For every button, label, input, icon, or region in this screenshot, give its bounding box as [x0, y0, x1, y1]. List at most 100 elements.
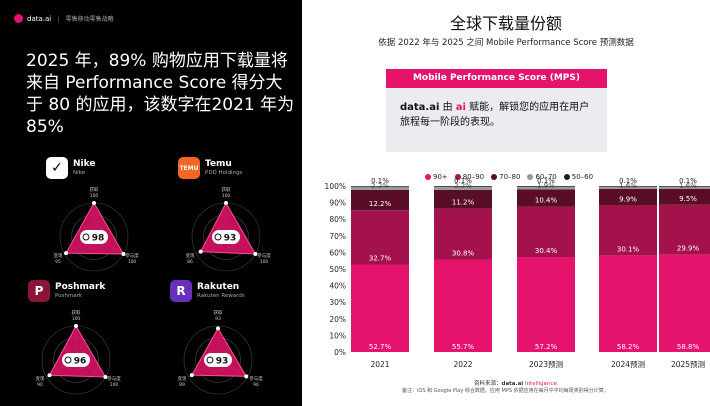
score-gauge-icon — [206, 356, 214, 364]
radar-vertex — [189, 373, 194, 378]
legend-label: 50–60 — [571, 173, 594, 181]
score-gauge-icon — [82, 233, 90, 241]
legend-item: 70–80 — [491, 173, 520, 181]
mps-brand: data.ai — [400, 102, 440, 113]
radar-shape — [65, 201, 125, 255]
poshmark-p-icon: P — [28, 280, 50, 302]
axis-label-monetization: 变现 — [186, 252, 195, 259]
legend-label: 90+ — [433, 173, 448, 181]
data-ai-logo-icon — [14, 14, 23, 23]
brand-divider: | — [57, 14, 60, 23]
brand: data.ai | 零售移动零售战略 — [14, 14, 114, 23]
data-label-90plus: 58.8% — [677, 343, 700, 351]
app-card-nike: ✓ Nike Nike 98 获取 100 变现 95 参与度 100 — [46, 157, 176, 282]
app-card-rakuten: R Rakuten Rakuten Rewards 93 获取 93 变现 89 参与度 96 — [170, 280, 300, 405]
axis-value-engagement: 100 — [128, 259, 137, 265]
chart-title: 全球下载量份额 — [449, 14, 562, 33]
axis-label-engagement: 参与度 — [249, 375, 263, 382]
app-publisher: Rakuten Rewards — [197, 293, 245, 299]
x-category-label: 2023预测 — [529, 359, 563, 369]
source-prefix: 资料来源： — [474, 381, 502, 387]
axis-value-engagement: 96 — [253, 382, 259, 388]
y-tick-label: 80% — [329, 215, 346, 224]
bar-segment — [434, 186, 492, 190]
mps-description: data.ai 由 ai 赋能，解锁您的应用在用户旅程每一阶段的表现。 — [400, 100, 596, 130]
mps-description-box: data.ai 由 ai 赋能，解锁您的应用在用户旅程每一阶段的表现。 — [386, 88, 607, 152]
bar-segment — [517, 186, 575, 190]
legend-item: 80–90 — [454, 173, 485, 181]
score-badge — [62, 353, 90, 367]
radar-vertex — [216, 326, 220, 331]
y-tick-label: 30% — [329, 298, 346, 307]
bar-segment — [434, 259, 492, 352]
source-brand: data.ai — [501, 381, 524, 387]
legend-swatch — [425, 174, 431, 180]
bar-segment — [659, 186, 710, 189]
legend-swatch — [454, 174, 461, 180]
headline: 2025 年，89% 购物应用下载量将来自 Performance Score … — [26, 51, 295, 137]
nike-swoosh-icon: ✓ — [46, 157, 68, 179]
bar-segment — [351, 186, 409, 187]
data-label-50-60: 0.1% — [537, 177, 555, 185]
y-tick-label: 90% — [329, 199, 346, 208]
bar-segment — [351, 210, 409, 265]
axis-value-monetization: 95 — [55, 259, 61, 265]
bar-segment — [599, 186, 657, 189]
y-tick-label: 100% — [325, 182, 346, 191]
source-intel: Intelligence — [523, 381, 557, 387]
radar-vertex — [103, 375, 108, 379]
y-tick-label: 60% — [329, 248, 346, 257]
radar-vertex — [64, 251, 69, 256]
data-label-80-90: 30.1% — [617, 245, 640, 253]
radar-vertex — [224, 201, 228, 205]
data-label-80-90: 29.9% — [677, 244, 700, 252]
axis-label-engagement: 参与度 — [257, 252, 271, 259]
score-value: 96 — [74, 357, 87, 367]
legend-swatch — [527, 174, 534, 180]
bar-segment — [434, 186, 492, 187]
footnote: 备注：iOS 和 Google Play 综合数据。应用 MPS 依据应用在每月… — [402, 388, 609, 394]
radar-vertex — [253, 252, 258, 256]
data-label-50-60: 0.1% — [619, 177, 637, 185]
stacked-bar-chart: 0% 10% 20% 30% 40% 50% 60% 70% 80% 90% 100% 52.7% 32… — [325, 177, 710, 369]
data-label-80-90: 30.8% — [452, 250, 475, 258]
score-badge — [204, 353, 232, 367]
app-name: Temu — [205, 159, 232, 169]
app-header: P Poshmark Poshmark — [28, 280, 105, 302]
data-label-80-90: 30.4% — [535, 247, 558, 255]
bar-segment — [659, 254, 710, 352]
data-label-50-60: 0.1% — [371, 177, 389, 185]
bar-segment — [434, 189, 492, 209]
score-badge — [80, 230, 108, 244]
y-tick-label: 70% — [329, 232, 346, 241]
legend-swatch — [563, 174, 570, 180]
score-badge — [212, 230, 240, 244]
radar-shape — [190, 327, 248, 377]
app-name: Nike — [73, 159, 96, 169]
legend-label: 80–90 — [462, 173, 485, 181]
right-panel: 全球下载量份额 依据 2022 年与 2025 之间 Mobile Perfor… — [302, 0, 710, 406]
bar-segment — [434, 208, 492, 260]
app-header: R Rakuten Rakuten Rewards — [170, 280, 245, 302]
source-line: 资料来源：data.ai Intelligence — [474, 379, 557, 387]
bar-segment — [659, 186, 710, 187]
app-header: TEMU Temu PDD Holdings — [178, 157, 242, 179]
score-value: 93 — [224, 234, 237, 244]
mps-text-mid: 由 — [439, 102, 456, 113]
score-value: 98 — [92, 234, 105, 244]
x-category-label: 2024预测 — [611, 359, 645, 369]
axis-value-engagement: 100 — [260, 259, 269, 265]
app-header: ✓ Nike Nike — [46, 157, 95, 179]
x-category-label: 2021 — [370, 360, 389, 369]
axis-value-monetization: 86 — [187, 259, 193, 265]
axis-value-monetization: 90 — [37, 382, 43, 388]
temu-logo-icon: TEMU — [178, 157, 200, 179]
data-label-70-80: 9.5% — [679, 195, 697, 203]
data-label-70-80: 11.2% — [452, 198, 475, 206]
mps-ai: ai — [455, 102, 466, 113]
radar-vertex — [244, 374, 249, 379]
data-label-90plus: 57.2% — [535, 343, 558, 351]
